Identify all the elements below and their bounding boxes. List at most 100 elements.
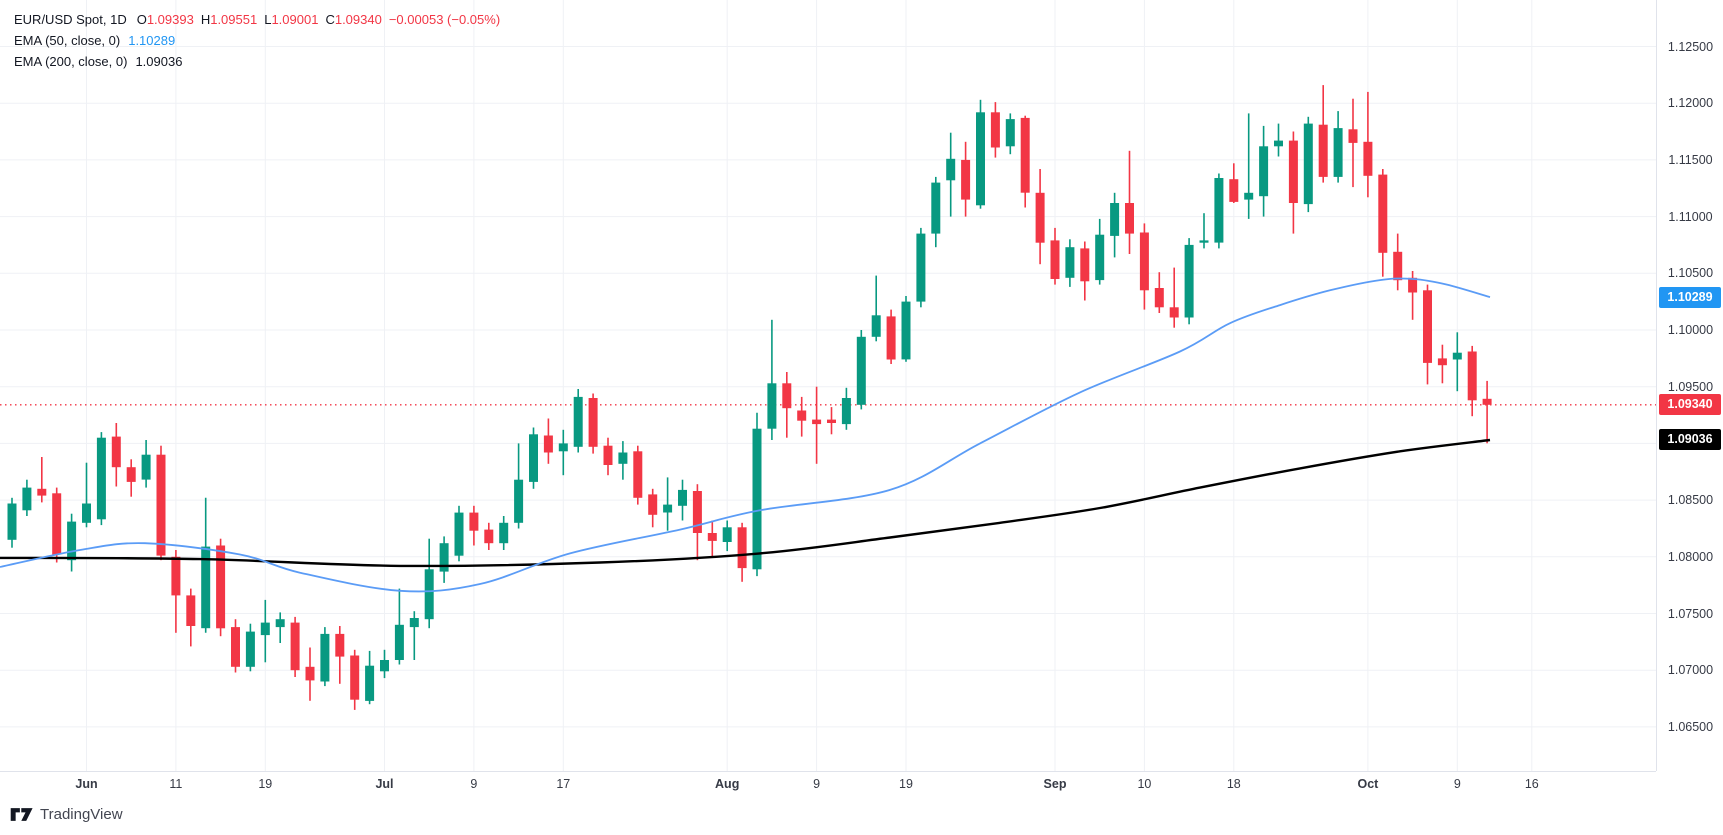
candle-body: [1467, 351, 1477, 401]
candle-body: [469, 512, 479, 531]
time-tick-label: 9: [1453, 777, 1461, 791]
candle-body: [37, 488, 47, 496]
candle-body: [365, 665, 375, 701]
candle-body: [7, 503, 17, 540]
candle-body: [380, 660, 389, 672]
candle-body: [1110, 203, 1120, 236]
candle-body: [156, 454, 166, 556]
symbol-legend-row[interactable]: EUR/USD Spot, 1D O1.09393 H1.09551 L1.09001…: [14, 9, 500, 30]
price-axis[interactable]: 1.12500 1.12000 1.11500 1.11000 1.10500 1.100…: [1656, 0, 1723, 771]
candle-body: [678, 489, 687, 506]
candle-body: [186, 595, 196, 626]
time-tick-label: Sep: [1043, 777, 1067, 791]
price-tick-label: 1.10500: [1667, 266, 1714, 281]
candle-body: [514, 479, 524, 523]
candle-body: [573, 396, 583, 447]
ema50-line: [0, 277, 1491, 593]
candle-body: [812, 419, 822, 425]
candle-body: [1125, 203, 1134, 234]
ema50-label: EMA (50, close, 0): [14, 33, 121, 48]
candle-body: [499, 522, 509, 544]
candle-body: [1020, 117, 1030, 193]
price-tick-label: 1.07500: [1667, 606, 1714, 621]
candle-body: [856, 336, 866, 405]
candle-body: [901, 301, 911, 360]
time-axis[interactable]: Jun 11 19 Jul 9 17 Aug 9 19 Sep 10 18 Oct 9 16: [0, 771, 1656, 799]
candle-body: [707, 533, 717, 541]
time-tick-label: 19: [258, 777, 273, 791]
chart-legend: EUR/USD Spot, 1D O1.09393 H1.09551 L1.09001…: [14, 9, 500, 72]
candle-body: [439, 543, 449, 572]
candle-body: [305, 666, 315, 681]
candle-body: [648, 494, 658, 515]
price-badge: 1.09036: [1659, 428, 1721, 450]
ema50-legend-row[interactable]: EMA (50, close, 0) 1.10289: [14, 30, 500, 51]
candle-body: [1452, 352, 1462, 360]
candle-body: [1393, 251, 1403, 281]
candle-body: [603, 445, 613, 465]
price-tick-label: 1.08000: [1667, 549, 1714, 564]
time-tick-label: Aug: [715, 777, 740, 791]
candles: [7, 85, 1492, 710]
candle-body: [1288, 140, 1298, 203]
candle-body: [752, 428, 762, 570]
candle-body: [1437, 358, 1447, 366]
candle-body: [201, 546, 211, 629]
candle-body: [543, 435, 553, 453]
candle-body: [663, 504, 673, 513]
tradingview-logo[interactable]: TradingView: [10, 806, 123, 823]
candle-body: [1005, 119, 1015, 147]
candle-body: [782, 383, 792, 409]
time-tick-label: 9: [813, 777, 821, 791]
candle-body: [335, 633, 345, 657]
candle-body: [1154, 288, 1164, 308]
price-tick-label: 1.10000: [1667, 323, 1714, 337]
candle-body: [320, 633, 330, 682]
candle-body: [1035, 192, 1045, 243]
candle-body: [990, 112, 1000, 148]
candle-body: [454, 512, 464, 556]
time-tick-label: Oct: [1357, 777, 1379, 791]
price-tick-label: 1.12500: [1667, 39, 1714, 54]
time-tick-label: 10: [1137, 777, 1152, 791]
candle-body: [67, 521, 77, 561]
price-tick-label: 1.09500: [1667, 379, 1714, 394]
ema200-legend-row[interactable]: EMA (200, close, 0) 1.09036: [14, 51, 500, 72]
candle-body: [245, 631, 255, 667]
ema200-line: [0, 438, 1491, 568]
candle-body: [126, 467, 136, 482]
candle-body: [931, 182, 941, 234]
ema200-value: 1.09036: [135, 54, 183, 69]
candle-body: [1184, 244, 1194, 318]
candle-body: [737, 527, 747, 569]
ema50-value: 1.10289: [128, 33, 176, 48]
ohlc-values: O1.09393 H1.09551 L1.09001 C1.09340: [137, 12, 389, 27]
tradingview-logo-icon: [10, 808, 33, 821]
price-tick-label: 1.11500: [1668, 152, 1713, 167]
candle-body: [1065, 247, 1075, 278]
time-tick-label: 11: [169, 777, 183, 791]
candle-body: [171, 556, 181, 596]
candle-body: [916, 233, 926, 302]
candle-body: [275, 619, 285, 628]
time-tick-label: 19: [899, 777, 913, 791]
candle-body: [827, 419, 836, 423]
candle-body: [1214, 178, 1224, 243]
candle-body: [1318, 124, 1328, 177]
gridlines: [0, 0, 1656, 771]
candle-body: [1408, 277, 1418, 293]
candle-body: [722, 527, 732, 542]
candle-body: [961, 159, 971, 200]
candle-body: [96, 437, 106, 520]
candle-body: [1348, 129, 1358, 143]
candle-body: [841, 398, 851, 425]
ohlc-item: H1.09551: [200, 12, 258, 27]
price-chart-canvas[interactable]: [0, 0, 1656, 771]
candle-body: [260, 622, 270, 636]
candle-body: [633, 451, 643, 498]
candle-body: [1229, 179, 1239, 202]
symbol-title[interactable]: EUR/USD Spot, 1D: [14, 12, 127, 27]
candle-body: [1095, 234, 1105, 281]
candle-body: [424, 569, 434, 620]
